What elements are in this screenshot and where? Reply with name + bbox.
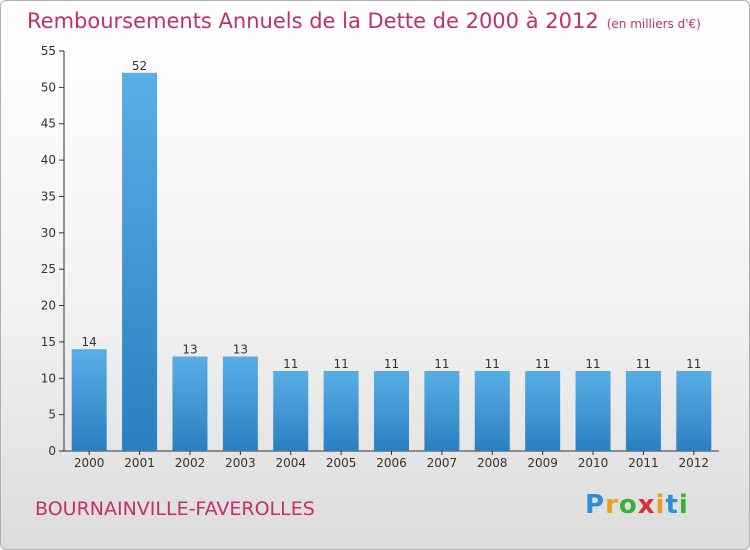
x-tick-label: 2010 <box>578 456 609 470</box>
x-tick-label: 2012 <box>679 456 710 470</box>
bar <box>222 356 258 451</box>
data-label: 14 <box>82 335 97 349</box>
y-tick-label: 30 <box>41 226 56 240</box>
bar <box>676 371 712 451</box>
data-label: 13 <box>233 342 248 356</box>
y-tick-label: 15 <box>41 335 56 349</box>
x-tick-label: 2004 <box>275 456 306 470</box>
chart-title-text: Remboursements Annuels de la Dette de 20… <box>27 9 599 33</box>
y-tick-label: 50 <box>41 80 56 94</box>
x-tick-label: 2005 <box>326 456 357 470</box>
y-tick-label: 5 <box>48 408 56 422</box>
x-tick-label: 2001 <box>124 456 155 470</box>
y-tick-label: 55 <box>41 44 56 58</box>
y-tick-label: 25 <box>41 262 56 276</box>
location-name: BOURNAINVILLE-FAVEROLLES <box>35 498 315 520</box>
x-tick-label: 2011 <box>628 456 659 470</box>
x-tick-label: 2007 <box>427 456 458 470</box>
bar <box>122 72 158 452</box>
y-tick-label: 40 <box>41 153 56 167</box>
x-tick-label: 2009 <box>527 456 558 470</box>
x-tick-label: 2003 <box>225 456 256 470</box>
bar <box>71 349 107 451</box>
y-tick-label: 35 <box>41 189 56 203</box>
data-label: 11 <box>636 357 651 371</box>
y-tick-label: 0 <box>48 444 56 458</box>
data-label: 11 <box>686 357 701 371</box>
y-tick-label: 45 <box>41 117 56 131</box>
data-label: 11 <box>333 357 348 371</box>
x-tick-label: 2000 <box>74 456 105 470</box>
data-label: 11 <box>283 357 298 371</box>
data-label: 11 <box>485 357 500 371</box>
y-tick-label: 20 <box>41 299 56 313</box>
data-label: 11 <box>384 357 399 371</box>
bar <box>424 371 460 451</box>
bar <box>525 371 561 451</box>
bar <box>374 371 409 451</box>
bar <box>625 371 661 451</box>
chart-title: Remboursements Annuels de la Dette de 20… <box>27 9 701 33</box>
bar <box>323 371 359 451</box>
bar <box>575 371 611 451</box>
chart-title-unit: (en milliers d'€) <box>606 17 701 31</box>
x-tick-label: 2002 <box>175 456 206 470</box>
data-label: 11 <box>434 357 449 371</box>
x-tick-label: 2006 <box>376 456 407 470</box>
data-label: 13 <box>182 342 197 356</box>
data-label: 11 <box>535 357 550 371</box>
y-tick-label: 10 <box>41 371 56 385</box>
bar <box>273 371 309 451</box>
data-label: 52 <box>132 59 147 73</box>
proxiti-logo: Proxiti <box>585 490 689 520</box>
x-tick-label: 2008 <box>477 456 508 470</box>
data-label: 11 <box>585 357 600 371</box>
bar <box>172 356 208 451</box>
bar <box>474 371 510 451</box>
